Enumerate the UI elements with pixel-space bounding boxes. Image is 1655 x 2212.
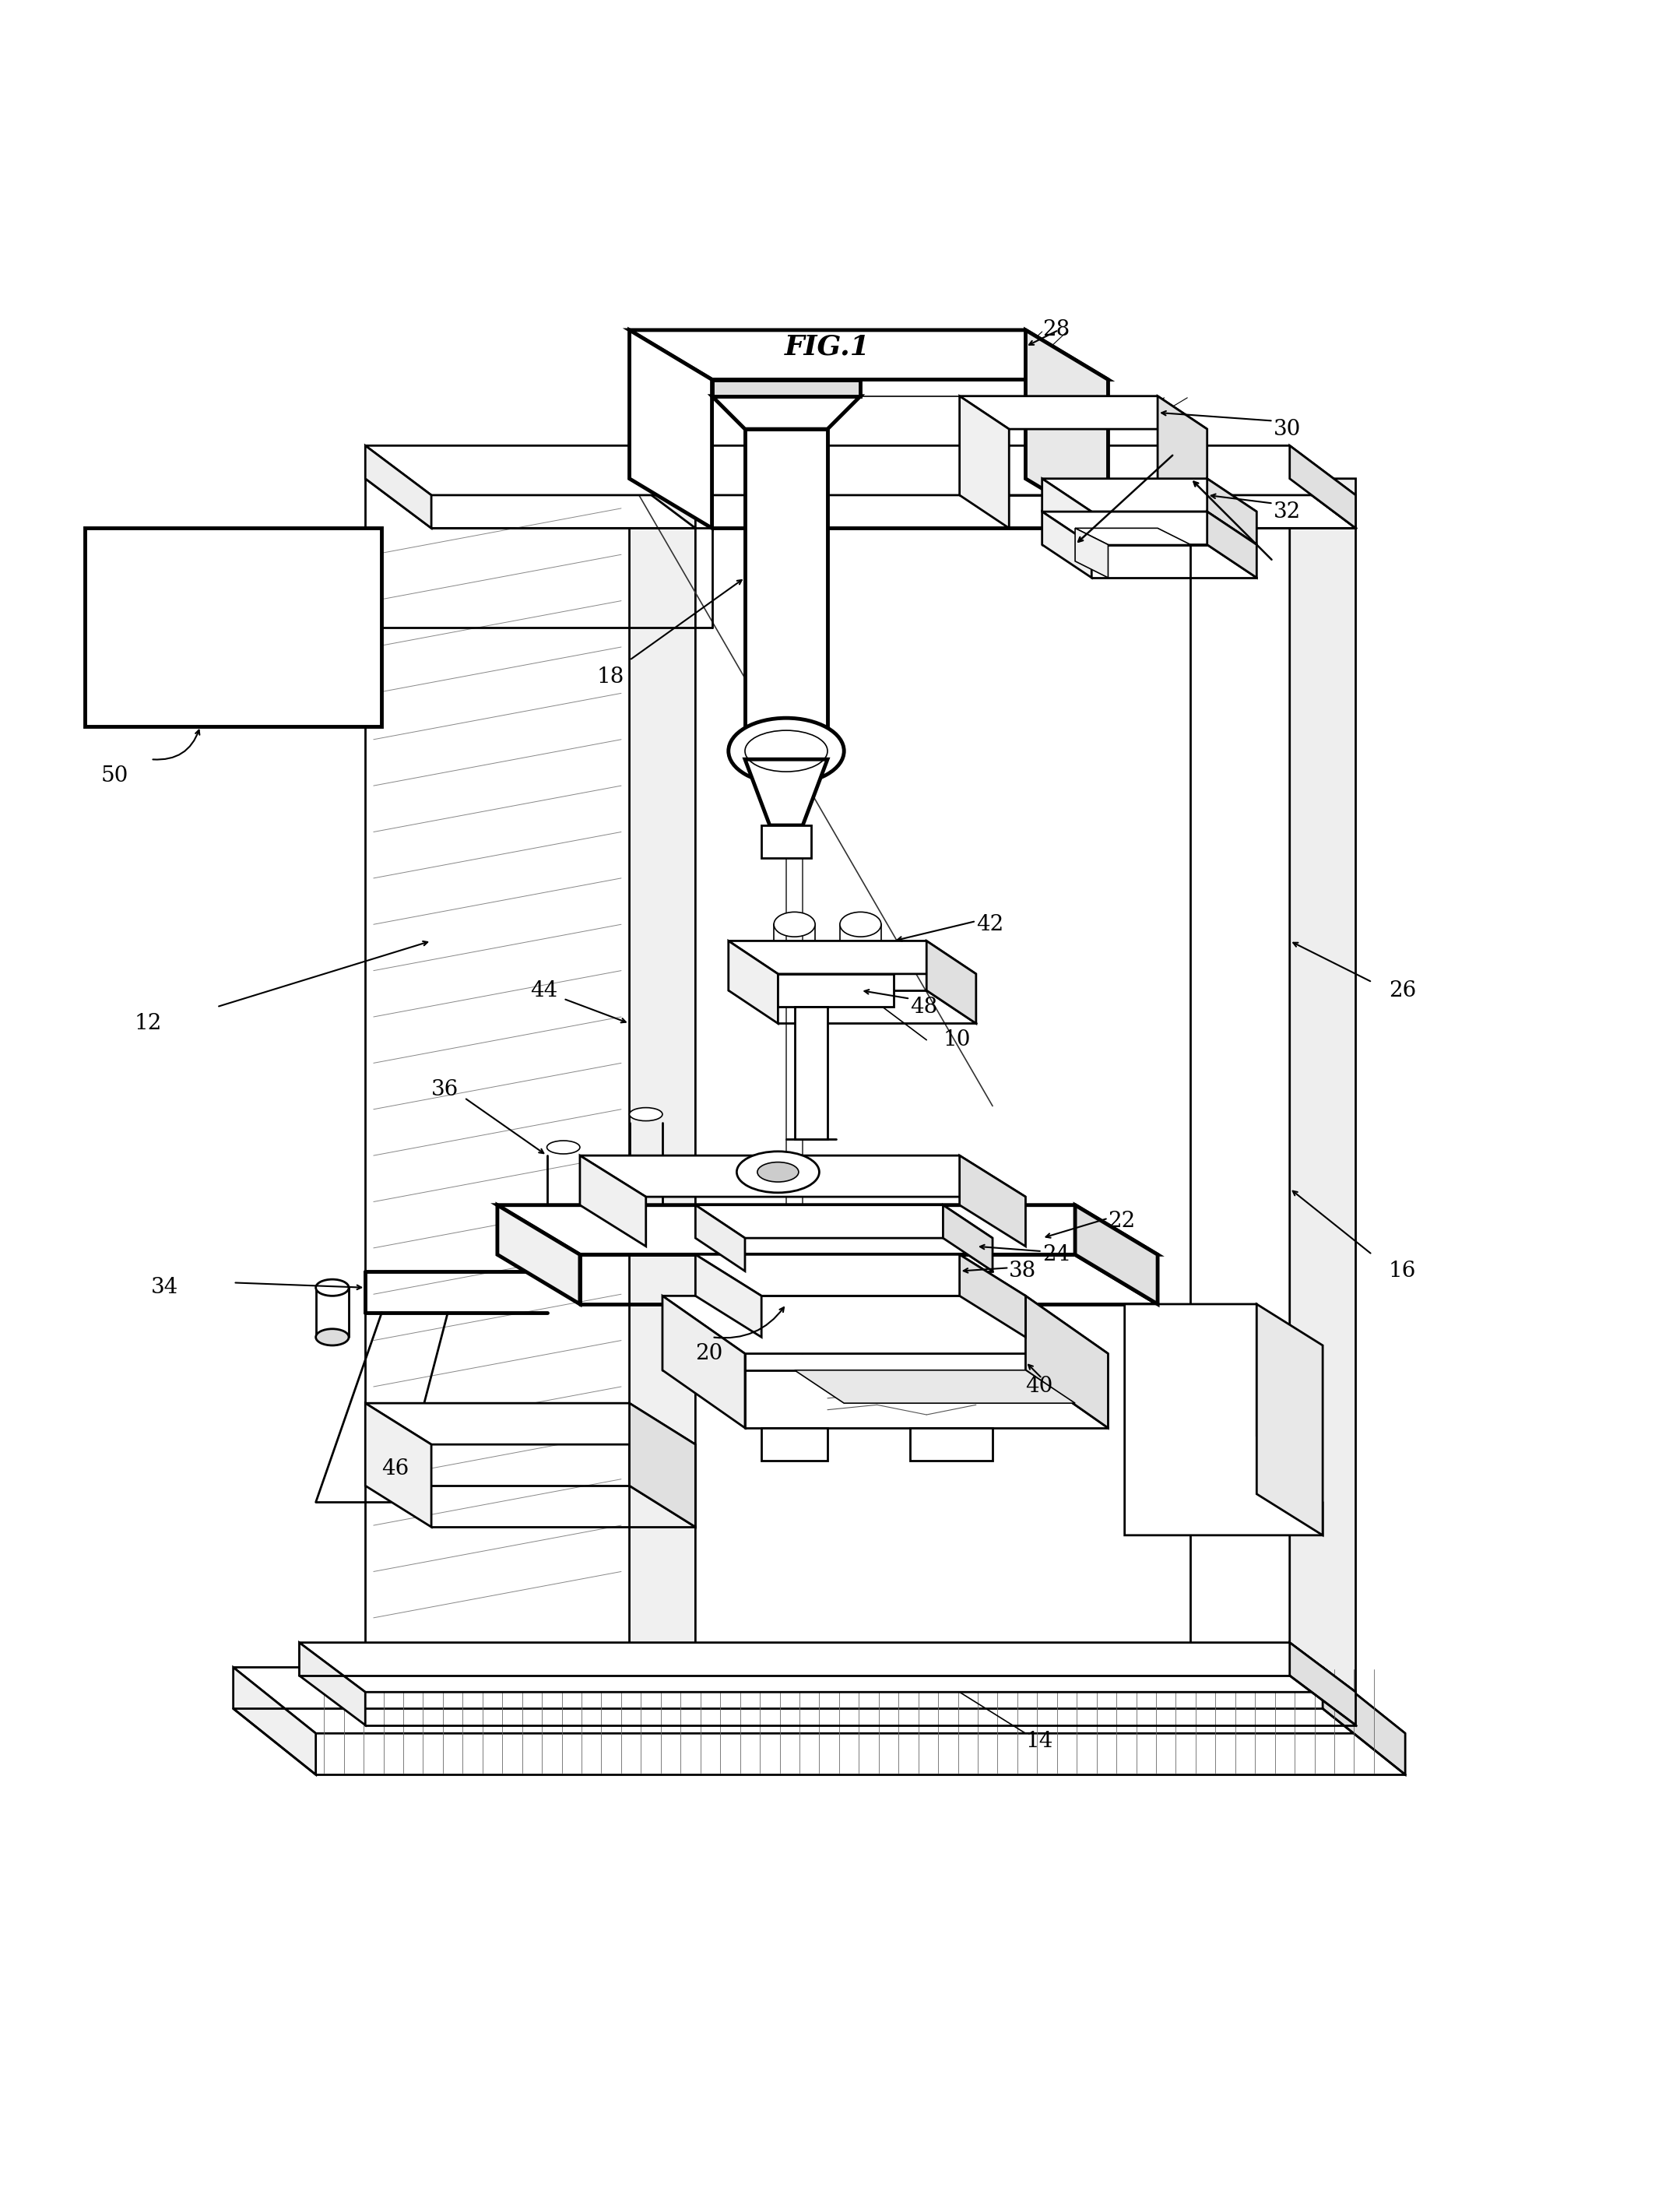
Ellipse shape	[758, 1161, 799, 1181]
Polygon shape	[629, 330, 712, 529]
Polygon shape	[1206, 478, 1256, 544]
Polygon shape	[1206, 511, 1256, 577]
Polygon shape	[1256, 1305, 1322, 1535]
Polygon shape	[761, 1429, 828, 1460]
Text: 32: 32	[1273, 502, 1301, 522]
Polygon shape	[1026, 330, 1109, 529]
Text: 38: 38	[1010, 1261, 1036, 1281]
Polygon shape	[761, 825, 811, 858]
Text: 12: 12	[134, 1013, 162, 1033]
Polygon shape	[1076, 529, 1109, 577]
Polygon shape	[1190, 478, 1355, 529]
Text: 24: 24	[1043, 1243, 1069, 1265]
Polygon shape	[579, 1155, 1026, 1197]
Polygon shape	[498, 1206, 1157, 1254]
Text: 36: 36	[432, 1079, 458, 1099]
Polygon shape	[960, 1155, 1026, 1245]
Polygon shape	[233, 1668, 1405, 1734]
Polygon shape	[1043, 511, 1092, 577]
Ellipse shape	[316, 1329, 349, 1345]
Ellipse shape	[629, 1108, 662, 1121]
Polygon shape	[1190, 478, 1289, 1644]
Polygon shape	[960, 396, 1206, 429]
Polygon shape	[366, 1402, 695, 1444]
Polygon shape	[1026, 1296, 1109, 1429]
Text: 18: 18	[596, 666, 624, 688]
Text: 40: 40	[1026, 1376, 1053, 1398]
Polygon shape	[943, 1206, 993, 1272]
Polygon shape	[794, 1369, 1076, 1402]
Polygon shape	[629, 1402, 695, 1526]
Polygon shape	[300, 1644, 366, 1725]
Polygon shape	[366, 445, 432, 529]
Polygon shape	[1076, 1206, 1157, 1305]
Text: 26: 26	[1389, 980, 1417, 1002]
Text: 28: 28	[1043, 319, 1069, 341]
Polygon shape	[695, 1206, 993, 1239]
Ellipse shape	[839, 911, 880, 936]
Ellipse shape	[546, 1141, 579, 1155]
Text: 44: 44	[530, 980, 558, 1002]
Polygon shape	[745, 759, 828, 825]
Polygon shape	[695, 1254, 1026, 1296]
Polygon shape	[778, 973, 894, 1006]
Text: FIG.1: FIG.1	[784, 334, 871, 361]
Text: 20: 20	[695, 1343, 723, 1365]
Polygon shape	[662, 1296, 1109, 1354]
Text: 22: 22	[1109, 1210, 1135, 1232]
Polygon shape	[233, 1668, 316, 1774]
Polygon shape	[366, 478, 629, 1644]
Polygon shape	[1076, 529, 1190, 544]
Polygon shape	[662, 1296, 745, 1429]
Polygon shape	[1125, 1305, 1322, 1535]
Text: 46: 46	[382, 1458, 409, 1480]
Polygon shape	[1043, 478, 1256, 511]
Polygon shape	[366, 1402, 432, 1526]
Polygon shape	[960, 396, 1010, 529]
Polygon shape	[695, 1254, 761, 1336]
Text: 16: 16	[1389, 1261, 1417, 1281]
Polygon shape	[960, 1254, 1026, 1336]
Ellipse shape	[736, 1152, 819, 1192]
Text: 30: 30	[1273, 418, 1301, 440]
Polygon shape	[629, 330, 1109, 380]
Polygon shape	[927, 940, 976, 1024]
Polygon shape	[712, 396, 861, 429]
Ellipse shape	[775, 911, 816, 936]
Polygon shape	[1157, 396, 1206, 529]
Polygon shape	[910, 1429, 993, 1460]
Text: 42: 42	[976, 914, 1003, 936]
Polygon shape	[366, 445, 1355, 495]
Polygon shape	[695, 1206, 745, 1272]
Polygon shape	[712, 380, 861, 396]
Bar	[84, 529, 382, 726]
Polygon shape	[498, 1206, 579, 1305]
Polygon shape	[1043, 478, 1092, 544]
Polygon shape	[794, 1006, 828, 1139]
Polygon shape	[728, 940, 976, 973]
Polygon shape	[366, 478, 695, 529]
Text: 14: 14	[1026, 1732, 1053, 1752]
Text: 48: 48	[910, 995, 937, 1018]
Text: 50: 50	[101, 765, 129, 785]
Polygon shape	[745, 429, 828, 726]
Polygon shape	[1289, 478, 1355, 1692]
Polygon shape	[1289, 445, 1355, 529]
Text: 34: 34	[151, 1276, 179, 1298]
Polygon shape	[1289, 1644, 1355, 1725]
Text: 10: 10	[943, 1029, 971, 1051]
Polygon shape	[1043, 511, 1256, 544]
Ellipse shape	[316, 1279, 349, 1296]
Polygon shape	[629, 478, 695, 1692]
Polygon shape	[579, 1155, 645, 1245]
Polygon shape	[728, 940, 778, 1024]
Polygon shape	[300, 1644, 1355, 1692]
Ellipse shape	[728, 719, 844, 783]
Polygon shape	[1322, 1668, 1405, 1774]
